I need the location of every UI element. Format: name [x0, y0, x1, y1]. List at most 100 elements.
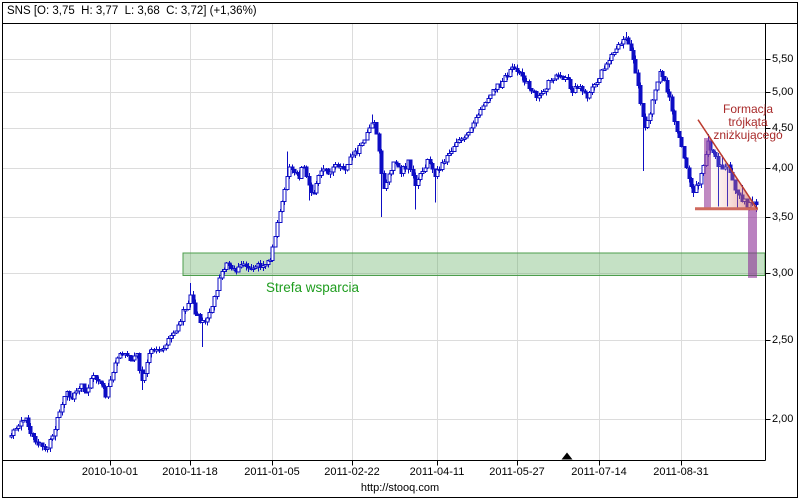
candle-body: [529, 87, 534, 92]
candle-body: [616, 43, 621, 50]
candle-body: [420, 171, 425, 175]
candle-body: [287, 166, 292, 177]
candle-body: [186, 303, 191, 311]
candle-body: [452, 145, 457, 152]
candle-body: [367, 127, 372, 134]
candle-body: [478, 108, 483, 116]
candle-body: [411, 168, 416, 177]
candle-body: [416, 178, 421, 186]
candle-body: [125, 352, 130, 356]
candle-body: [650, 99, 655, 115]
candle-body: [345, 164, 350, 171]
triangle-resistance-line: [697, 119, 758, 210]
candle-body: [568, 78, 573, 89]
candle-body: [113, 362, 118, 373]
candle-body: [391, 161, 396, 171]
candle-body: [183, 309, 188, 312]
candle-body: [445, 155, 450, 163]
candle-body: [660, 71, 665, 77]
candle-body: [655, 81, 660, 91]
candle-body: [72, 392, 77, 400]
candle-body: [534, 90, 539, 99]
candle-body: [147, 353, 152, 363]
candle-body: [145, 362, 150, 375]
candle-body: [474, 117, 479, 124]
candle-body: [597, 78, 602, 84]
candle-body: [33, 435, 38, 443]
candle-body: [687, 167, 692, 180]
candle-body: [466, 131, 471, 136]
candle-body: [587, 92, 592, 99]
candle-body: [217, 277, 222, 291]
candle-body: [48, 438, 53, 449]
candle-body: [74, 390, 79, 394]
candle-body: [205, 317, 210, 323]
candle-body: [631, 49, 636, 61]
support-zone-label: Strefa wsparcia: [266, 280, 360, 295]
candle-body: [193, 302, 198, 315]
candle-body: [132, 355, 137, 361]
candle-body: [57, 411, 62, 419]
candle-body: [263, 264, 268, 267]
candle-body: [348, 156, 353, 166]
candle-body: [418, 173, 423, 180]
candle-body: [638, 85, 643, 105]
candle-body: [667, 91, 672, 98]
candle-body: [541, 91, 546, 95]
candle-body: [665, 79, 670, 93]
candle-body: [551, 78, 556, 81]
candle-body: [86, 387, 91, 393]
candle-body: [500, 80, 505, 88]
candle-body: [28, 425, 33, 435]
candle-body: [82, 383, 87, 393]
candle-body: [636, 72, 641, 87]
candle-body: [178, 321, 183, 326]
candle-body: [171, 332, 176, 336]
candle-body: [508, 69, 513, 77]
candle-body: [527, 81, 532, 89]
breakout-projection-bar: [748, 208, 757, 278]
candle-body: [94, 375, 99, 380]
candle-body: [166, 337, 171, 346]
watermark-url: http://stooq.com: [360, 482, 440, 494]
candle-body: [682, 145, 687, 159]
candle-body: [379, 150, 384, 174]
candle-body: [115, 357, 120, 364]
candle-body: [285, 175, 290, 190]
candle-body: [679, 136, 684, 147]
candle-body: [164, 344, 169, 350]
candle-body: [273, 236, 278, 248]
candle-body: [592, 84, 597, 88]
candle-body: [454, 142, 459, 147]
candle-body: [207, 312, 212, 319]
candle-body: [546, 80, 551, 90]
symbol-ohlc-header: SNS [O: 3,75 H: 3,77 L: 3,68 C: 3,72] (+…: [7, 5, 257, 17]
candle-body: [641, 103, 646, 118]
candle-body: [229, 265, 234, 270]
candle-body: [754, 201, 759, 206]
candle-body: [270, 246, 275, 261]
candle-body: [142, 373, 147, 382]
candle-body: [653, 89, 658, 101]
candle-body: [675, 121, 680, 132]
candle-body: [108, 379, 113, 388]
candle-body: [96, 378, 101, 382]
candle-body: [423, 167, 428, 173]
candle-body: [67, 390, 72, 398]
candle-body: [357, 145, 362, 155]
event-marker-triangle: [561, 452, 573, 460]
candle-body: [428, 158, 433, 165]
candle-body: [292, 168, 297, 173]
candle-body: [149, 349, 154, 354]
candle-body: [137, 353, 142, 371]
candle-body: [442, 161, 447, 165]
triangle-label-line1: Formacja: [722, 102, 773, 116]
candle-body: [471, 122, 476, 129]
triangle-label-line2: trójkąta: [728, 115, 768, 129]
candle-body: [331, 166, 336, 173]
candle-body: [633, 59, 638, 74]
candle-body: [437, 168, 442, 172]
candle-body: [220, 270, 225, 279]
